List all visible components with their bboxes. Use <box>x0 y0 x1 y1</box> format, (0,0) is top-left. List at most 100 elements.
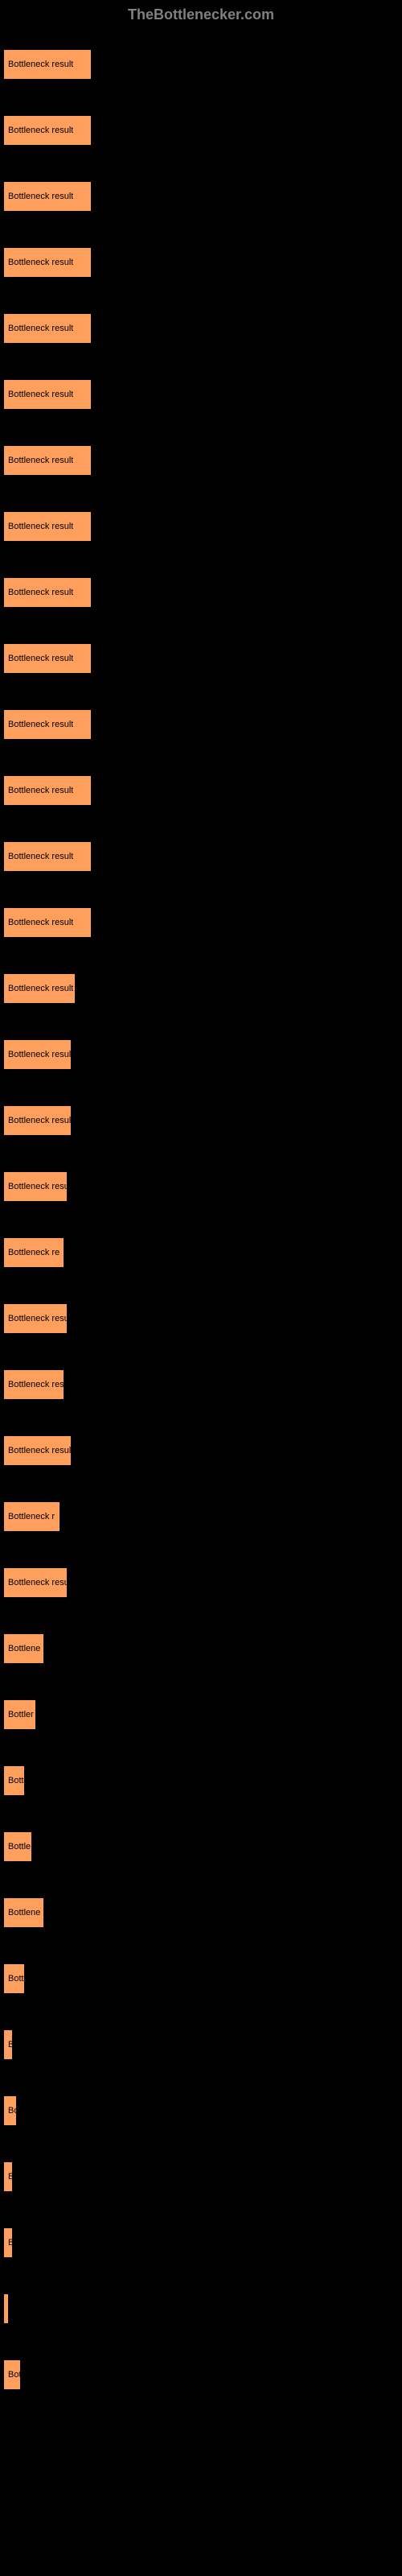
bar-label: NVIDIA TITAN V <box>4 962 398 972</box>
bar-row: NVIDIA Quadro RTX 8000Bottleneck result <box>4 830 398 878</box>
gpu-name-link[interactable]: AMD Radeon RX 5700 XT <box>6 104 109 114</box>
bar-text: Bottleneck re <box>8 1248 59 1257</box>
gpu-name-link[interactable]: NVIDIA TITAN Xp <box>6 236 75 246</box>
bar-row: NVIDIA GeForce RTX 3070 TiBottler <box>4 1688 398 1736</box>
gpu-name-link[interactable]: NVIDIA GeForce RTX 2070 SUPER <box>6 1094 146 1104</box>
bar-label: NVIDIA TITAN Xp <box>4 236 398 246</box>
gpu-name-link[interactable]: NVIDIA GeForce RTX 4070 <box>6 2348 113 2358</box>
gpu-name-link[interactable]: NVIDIA RTX A4500 <box>6 1490 82 1500</box>
gpu-name-link[interactable]: NVIDIA TITAN RTX <box>6 1292 82 1302</box>
gpu-name-link[interactable]: AMD Radeon RX 6950 XT <box>6 2282 109 2292</box>
gpu-name-link[interactable]: NVIDIA GeForce RTX 3080 Ti <box>6 2084 123 2094</box>
bar-row: NVIDIA RTX A6000 B <box>4 2216 398 2264</box>
bar-text: Bo <box>8 2106 16 2116</box>
bottleneck-bar: Bottleneck result <box>4 50 91 79</box>
bar-label: NVIDIA Quadro RTX 6000 <box>4 764 398 774</box>
bottleneck-bar: Bottleneck result <box>4 314 91 343</box>
bar-row: NVIDIA TITAN Xp Bottleneck result <box>4 236 398 284</box>
bottleneck-bar: Bottle <box>4 1832 31 1861</box>
bar-label: NVIDIA RTX A4000 <box>4 170 398 180</box>
gpu-name-link[interactable]: NVIDIA GeForce RTX 3070 <box>6 1424 113 1434</box>
bar-row: NVIDIA GeForce RTX 3080 Ti Bo <box>4 2084 398 2132</box>
bar-text: Bottleneck result <box>8 588 73 597</box>
bottleneck-bar: Bottleneck result <box>4 974 75 1003</box>
gpu-name-link[interactable]: NVIDIA GeForce RTX 2080 Ti <box>6 1622 123 1632</box>
bar-text: Bottleneck res <box>8 1380 64 1389</box>
bottleneck-bar: Bottleneck result <box>4 512 91 541</box>
bottleneck-bar: Bottleneck result <box>4 710 91 739</box>
gpu-name-link[interactable]: NVIDIA RTX A5000 <box>6 1820 82 1830</box>
bar-label: NVIDIA TITAN RTX <box>4 1292 398 1302</box>
gpu-name-link[interactable]: NVIDIA GeForce RTX 3060 Ti <box>6 302 123 312</box>
bar-label: NVIDIA GeForce RTX 3080 Ti <box>4 2084 398 2094</box>
gpu-name-link[interactable]: NVIDIA TITAN Xp COLLECTORS EDITION <box>6 434 176 444</box>
gpu-name-link[interactable]: NVIDIA GeForce RTX 3080 <box>6 1886 113 1896</box>
bar-row: AMD Radeon RX 6900 XT B <box>4 2150 398 2198</box>
bar-row: NVIDIA GeForce RTX 2080 SUPER Bottleneck … <box>4 1226 398 1274</box>
gpu-name-link[interactable]: NVIDIA GeForce RTX 3070 Ti <box>6 1688 123 1698</box>
bar-label: NVIDIA Quadro RTX 8000 <box>4 830 398 840</box>
gpu-name-link[interactable]: NVIDIA Quadro GP100 <box>6 368 96 378</box>
bar-text: Bottleneck result <box>8 786 73 795</box>
bar-label: NVIDIA RTX A6000 <box>4 2216 398 2226</box>
bar-text: Bottleneck result <box>8 720 73 729</box>
bottleneck-bar: B <box>4 2162 12 2191</box>
bottleneck-bar: Bottleneck result <box>4 578 91 607</box>
bar-label: AMD Radeon RX 7800 XT <box>4 1952 398 1962</box>
gpu-name-link[interactable]: AMD Radeon RX 6900 XT <box>6 2150 109 2160</box>
gpu-name-link[interactable]: NVIDIA RTX A5500 <box>6 2018 82 2028</box>
bar-row: AMD Radeon RX 7600 XTBottleneck result <box>4 896 398 944</box>
gpu-name-link[interactable]: AMD Radeon RX 6800 XT <box>6 1754 109 1764</box>
bar-label: AMD Radeon RX 6800 XT <box>4 1754 398 1764</box>
bar-row: NVIDIA GeForce RTX 4060 Bottleneck resu <box>4 1160 398 1208</box>
bar-text: Bottleneck r <box>8 1512 55 1521</box>
bar-row: NVIDIA Quadro RTX 6000 Bottleneck result <box>4 764 398 812</box>
bar-label: AMD Radeon RX 6800 <box>4 632 398 642</box>
bar-label: NVIDIA GeForce GTX 1080 Ti <box>4 38 398 47</box>
gpu-name-link[interactable]: NVIDIA TITAN V <box>6 962 70 972</box>
bar-label: NVIDIA GeForce RTX 4060 <box>4 1160 398 1170</box>
bar-row: NVIDIA TITAN RTX Bottleneck resul <box>4 1292 398 1340</box>
bottleneck-bar: Bottleneck result <box>4 248 91 277</box>
bottleneck-bar: Bot <box>4 2360 20 2389</box>
bar-text: Bott <box>8 1974 24 1984</box>
gpu-name-link[interactable]: NVIDIA Quadro RTX 8000 <box>6 830 109 840</box>
gpu-name-link[interactable]: AMD Radeon RX 6750 XT <box>6 1358 109 1368</box>
bottleneck-bar: B <box>4 2228 12 2257</box>
gpu-name-link[interactable]: AMD Radeon RX 7700 XT <box>6 566 109 576</box>
bar-row: NVIDIA GeForce RTX 3070 Bottleneck result <box>4 1424 398 1472</box>
gpu-name-link[interactable]: NVIDIA RTX A6000 <box>6 2216 82 2226</box>
gpu-name-link[interactable]: AMD Radeon RX 6650 XT <box>6 698 109 708</box>
gpu-name-link[interactable]: AMD Radeon RX 7600 XT <box>6 896 109 906</box>
gpu-name-link[interactable]: NVIDIA GeForce RTX 4060 Ti <box>6 1556 123 1566</box>
gpu-name-link[interactable]: AMD Radeon RX 6800 <box>6 632 96 642</box>
gpu-name-link[interactable]: NVIDIA GeForce RTX 2080 SUPER <box>6 1226 146 1236</box>
bar-label: NVIDIA GeForce RTX 4060 Ti <box>4 1556 398 1566</box>
bar-label: AMD Radeon RX 6650 XT <box>4 698 398 708</box>
bar-text: B <box>8 2172 12 2182</box>
gpu-name-link[interactable]: NVIDIA Quadro RTX 6000 <box>6 764 109 774</box>
gpu-name-link[interactable]: NVIDIA GeForce GTX 1080 Ti <box>6 38 124 47</box>
bar-label: NVIDIA GeForce RTX 2080 <box>4 500 398 510</box>
bottleneck-bar: Bottleneck resu <box>4 1172 67 1201</box>
bar-text: Bottlene <box>8 1644 40 1653</box>
bottleneck-bar: Bottleneck resul <box>4 1304 67 1333</box>
bottleneck-bar: Bottleneck resu <box>4 1568 67 1597</box>
bottleneck-bar: B <box>4 2030 12 2059</box>
bottleneck-bar <box>4 2294 8 2323</box>
gpu-name-link[interactable]: NVIDIA GeForce RTX 4060 <box>6 1160 113 1170</box>
bar-row: NVIDIA RTX A5000 Bottle <box>4 1820 398 1868</box>
gpu-name-link[interactable]: AMD Radeon RX 7800 XT <box>6 1952 109 1962</box>
bar-text: Bottleneck result <box>8 1446 71 1455</box>
gpu-name-link[interactable]: NVIDIA RTX A4000 <box>6 170 82 180</box>
bar-label: NVIDIA RTX A5500 <box>4 2018 398 2028</box>
gpu-name-link[interactable]: NVIDIA GeForce RTX 2080 <box>6 500 113 510</box>
gpu-name-link[interactable]: AMD Radeon RX 6700 XT <box>6 1028 109 1038</box>
bottleneck-chart: NVIDIA GeForce GTX 1080 Ti Bottleneck res… <box>0 30 402 2422</box>
bar-row: NVIDIA TITAN V Bottleneck result <box>4 962 398 1010</box>
bar-row: NVIDIA Quadro GP100Bottleneck result <box>4 368 398 416</box>
bar-text: Bottleneck result <box>8 192 73 201</box>
bar-row: NVIDIA RTX A4000 Bottleneck result <box>4 170 398 218</box>
bar-label: NVIDIA RTX A4500 <box>4 1490 398 1500</box>
bar-label: NVIDIA GeForce RTX 3070 <box>4 1424 398 1434</box>
